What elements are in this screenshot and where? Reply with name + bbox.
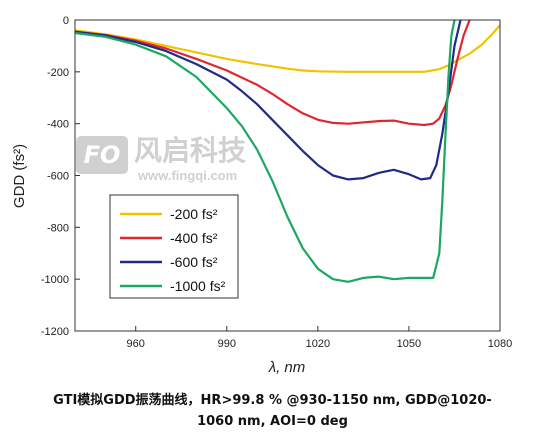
x-tick-label: 1020 [306,338,330,350]
x-tick-label: 1080 [488,338,512,350]
legend-box [109,194,239,299]
y-tick-label: -800 [47,222,69,234]
watermark-badge-icon [76,136,128,174]
x-axis-title: λ, nm [268,359,306,376]
series-line-3 [75,20,462,181]
series-line-4 [75,20,456,283]
watermark-badge-text: FO [84,141,121,169]
gdd-chart: FO 风启科技 www.fingqi.com 960 990 1020 1050 108… [11,15,512,376]
y-axis-title: GDD (fs²) [11,144,28,208]
caption-line-2: 1060 nm, AOI=0 deg [197,414,348,429]
x-tick-label: 990 [218,338,236,350]
watermark-sub-text: www.fingqi.com [137,168,237,183]
caption-line-1: GTI模拟GDD振荡曲线，HR>99.8 % @930-1150 nm, GDD… [53,393,492,408]
series-line-1 [75,24,500,73]
legend-label-3: -600 fs² [170,254,218,270]
y-tick-label: -200 [47,67,69,79]
watermark-main-text: 风启科技 [134,134,246,167]
y-tick-label: 0 [63,15,69,27]
axes-layer: 960 990 1020 1050 1080 0 -200 -400 -600 -800 -1000… [41,15,512,350]
y-tick-label: -1200 [41,326,69,338]
watermark: FO 风启科技 www.fingqi.com [76,134,246,183]
y-tick-label: -1000 [41,274,69,286]
legend-label-4: -1000 fs² [170,278,226,294]
x-tick-label: 960 [127,338,145,350]
y-tick-label: -600 [47,171,69,183]
legend: -200 fs² -400 fs² -600 fs² -1000 fs² [109,194,239,299]
y-tick-label: -400 [47,119,69,131]
legend-label-2: -400 fs² [170,230,218,246]
legend-label-1: -200 fs² [170,206,218,222]
plot-layer [75,20,500,283]
x-tick-label: 1050 [397,338,421,350]
